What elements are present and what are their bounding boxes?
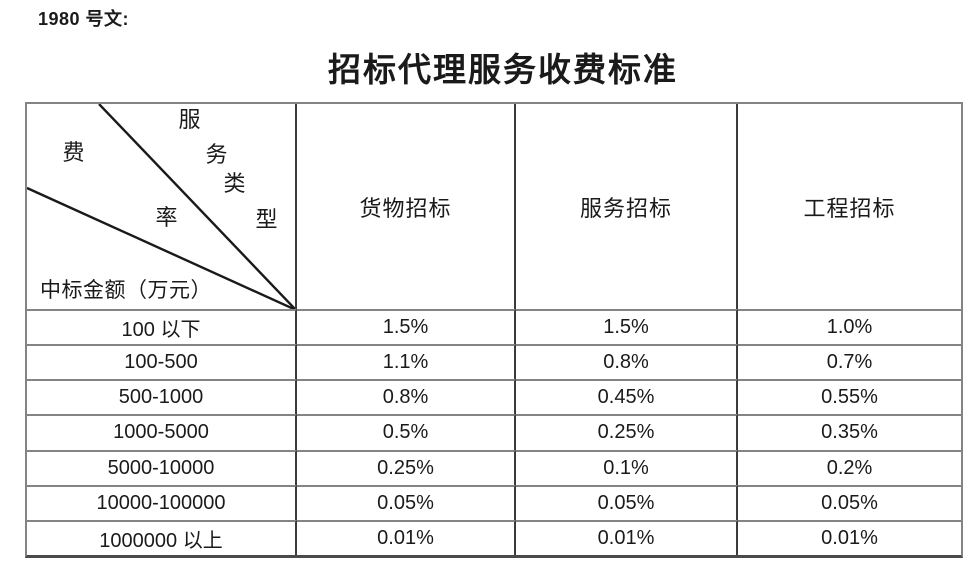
rate-cell: 1.5% xyxy=(297,309,516,345)
corner-type-char: 类 xyxy=(223,171,247,196)
rate-cell: 0.8% xyxy=(516,344,738,380)
rate-cell: 0.1% xyxy=(516,449,738,485)
rate-cell: 1.1% xyxy=(297,344,516,380)
rate-cell: 0.7% xyxy=(738,344,961,379)
row-range-cell: 1000000 以上 xyxy=(27,519,297,555)
column-header-goods: 货物招标 xyxy=(297,104,516,309)
doc-ref-label: 1980 号文: xyxy=(38,9,130,29)
rate-cell: 0.05% xyxy=(297,484,516,520)
row-range-cell: 500-1000 xyxy=(27,379,297,415)
rate-cell: 0.01% xyxy=(738,519,961,555)
rate-cell: 0.25% xyxy=(516,414,738,450)
row-range-cell: 10000-100000 xyxy=(27,484,297,520)
row-range-cell: 100 以下 xyxy=(27,309,297,345)
rate-cell: 0.25% xyxy=(297,449,516,485)
row-range-cell: 100-500 xyxy=(27,344,297,380)
row-range-cell: 5000-10000 xyxy=(27,449,297,485)
page-title: 招标代理服务收费标准 xyxy=(328,53,678,89)
column-header-services: 服务招标 xyxy=(516,104,738,309)
corner-type-char: 型 xyxy=(255,207,279,232)
table-corner-cell: 费 率 服 务 类 型 中标金额（万元） xyxy=(27,104,297,309)
rate-cell: 0.8% xyxy=(297,379,516,415)
fee-standard-table: 费 率 服 务 类 型 中标金额（万元） 货物招标 服务招标 工程招标 100 … xyxy=(25,102,963,558)
rate-cell: 0.2% xyxy=(738,449,961,485)
corner-fee-char: 费 xyxy=(62,140,86,165)
row-range-cell: 1000-5000 xyxy=(27,414,297,450)
rate-cell: 0.01% xyxy=(297,519,516,555)
corner-fee-char: 率 xyxy=(155,205,179,230)
rate-cell: 0.35% xyxy=(738,414,961,449)
corner-amount-label: 中标金额（万元） xyxy=(40,278,212,302)
diagonal-lines-icon xyxy=(27,104,295,309)
rate-cell: 0.05% xyxy=(516,484,738,520)
rate-cell: 0.55% xyxy=(738,379,961,414)
corner-type-char: 服 xyxy=(178,107,202,132)
column-header-engineering: 工程招标 xyxy=(803,195,896,221)
rate-cell: 1.0% xyxy=(738,309,961,344)
corner-type-char: 务 xyxy=(205,142,229,167)
rate-cell: 1.5% xyxy=(516,309,738,345)
rate-cell: 0.01% xyxy=(516,519,738,555)
rate-cell: 0.05% xyxy=(738,484,961,520)
rate-cell: 0.5% xyxy=(297,414,516,450)
rate-cell: 0.45% xyxy=(516,379,738,415)
